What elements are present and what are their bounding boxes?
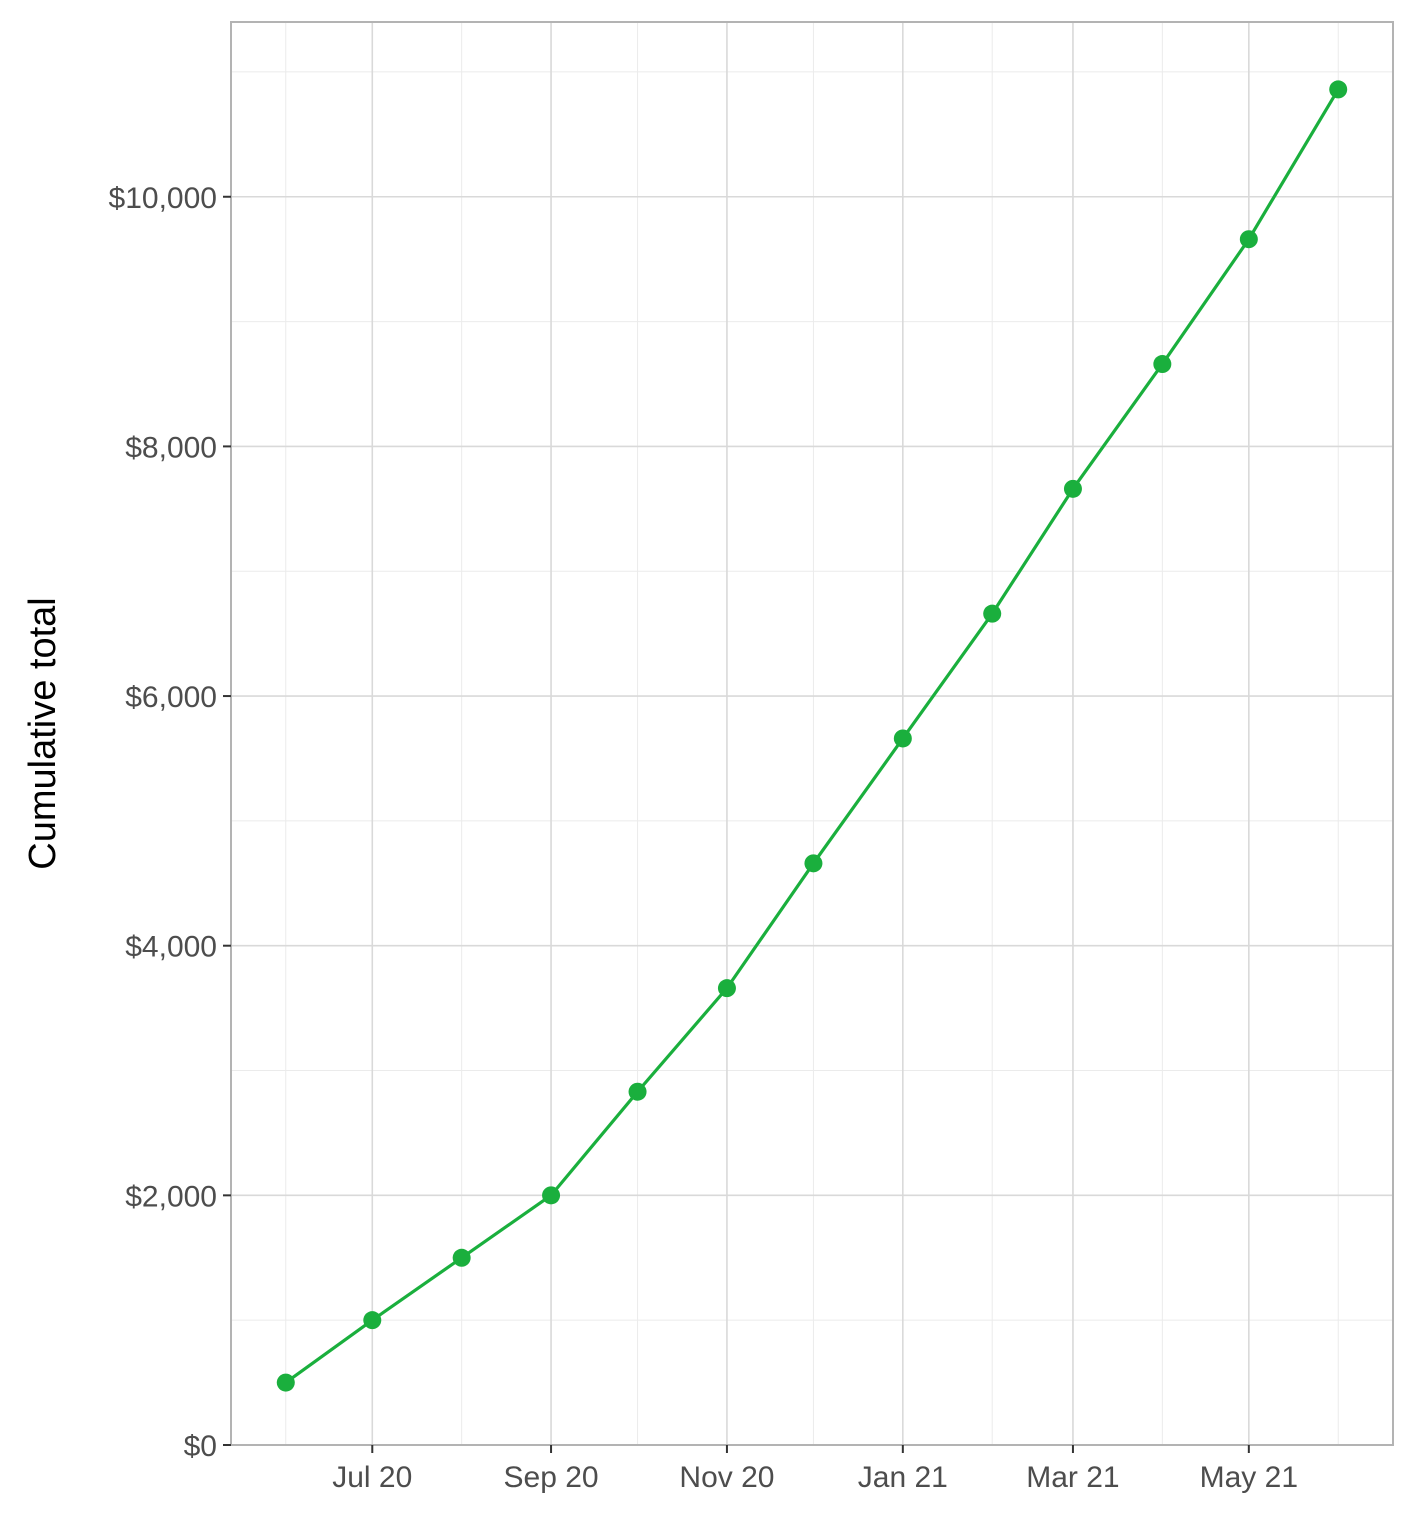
y-tick-label: $0: [184, 1430, 217, 1463]
minor-gridlines: [231, 22, 1393, 1445]
data-point: [1153, 355, 1172, 374]
y-tick-label: $6,000: [125, 681, 217, 714]
data-point: [1063, 479, 1082, 498]
y-tick-label: $2,000: [125, 1180, 217, 1213]
data-point: [276, 1373, 295, 1392]
y-tick-label: $10,000: [109, 182, 217, 215]
data-point: [452, 1248, 471, 1267]
x-tick-label: Sep 20: [504, 1461, 599, 1494]
x-tick-label: Nov 20: [679, 1461, 774, 1494]
y-tick-label: $4,000: [125, 931, 217, 964]
series-line: [284, 88, 1340, 1384]
data-point: [628, 1082, 647, 1101]
data-point: [542, 1186, 561, 1205]
x-tick-label: Jan 21: [858, 1461, 948, 1494]
major-gridlines: [231, 22, 1393, 1446]
x-tick-label: Mar 21: [1026, 1461, 1119, 1494]
data-point: [1329, 80, 1348, 99]
data-point: [893, 729, 912, 748]
data-point: [363, 1311, 382, 1330]
data-point: [1239, 230, 1258, 249]
data-point: [717, 979, 736, 998]
plot-panel-border: [230, 21, 1394, 1446]
y-tick-label: $8,000: [125, 431, 217, 464]
x-tick-label: Jul 20: [332, 1461, 412, 1494]
x-tick-label: May 21: [1200, 1461, 1298, 1494]
series-layer: [276, 80, 1348, 1392]
data-point: [983, 604, 1002, 623]
x-axis: Jul 20 Sep 20 Nov 20 Jan 21 Mar 21 May 21: [332, 1445, 1298, 1494]
y-axis-title: Cumulative total: [22, 597, 64, 869]
y-axis: $0 $2,000 $4,000 $6,000 $8,000 $10,000: [109, 182, 231, 1463]
data-point: [804, 854, 823, 873]
